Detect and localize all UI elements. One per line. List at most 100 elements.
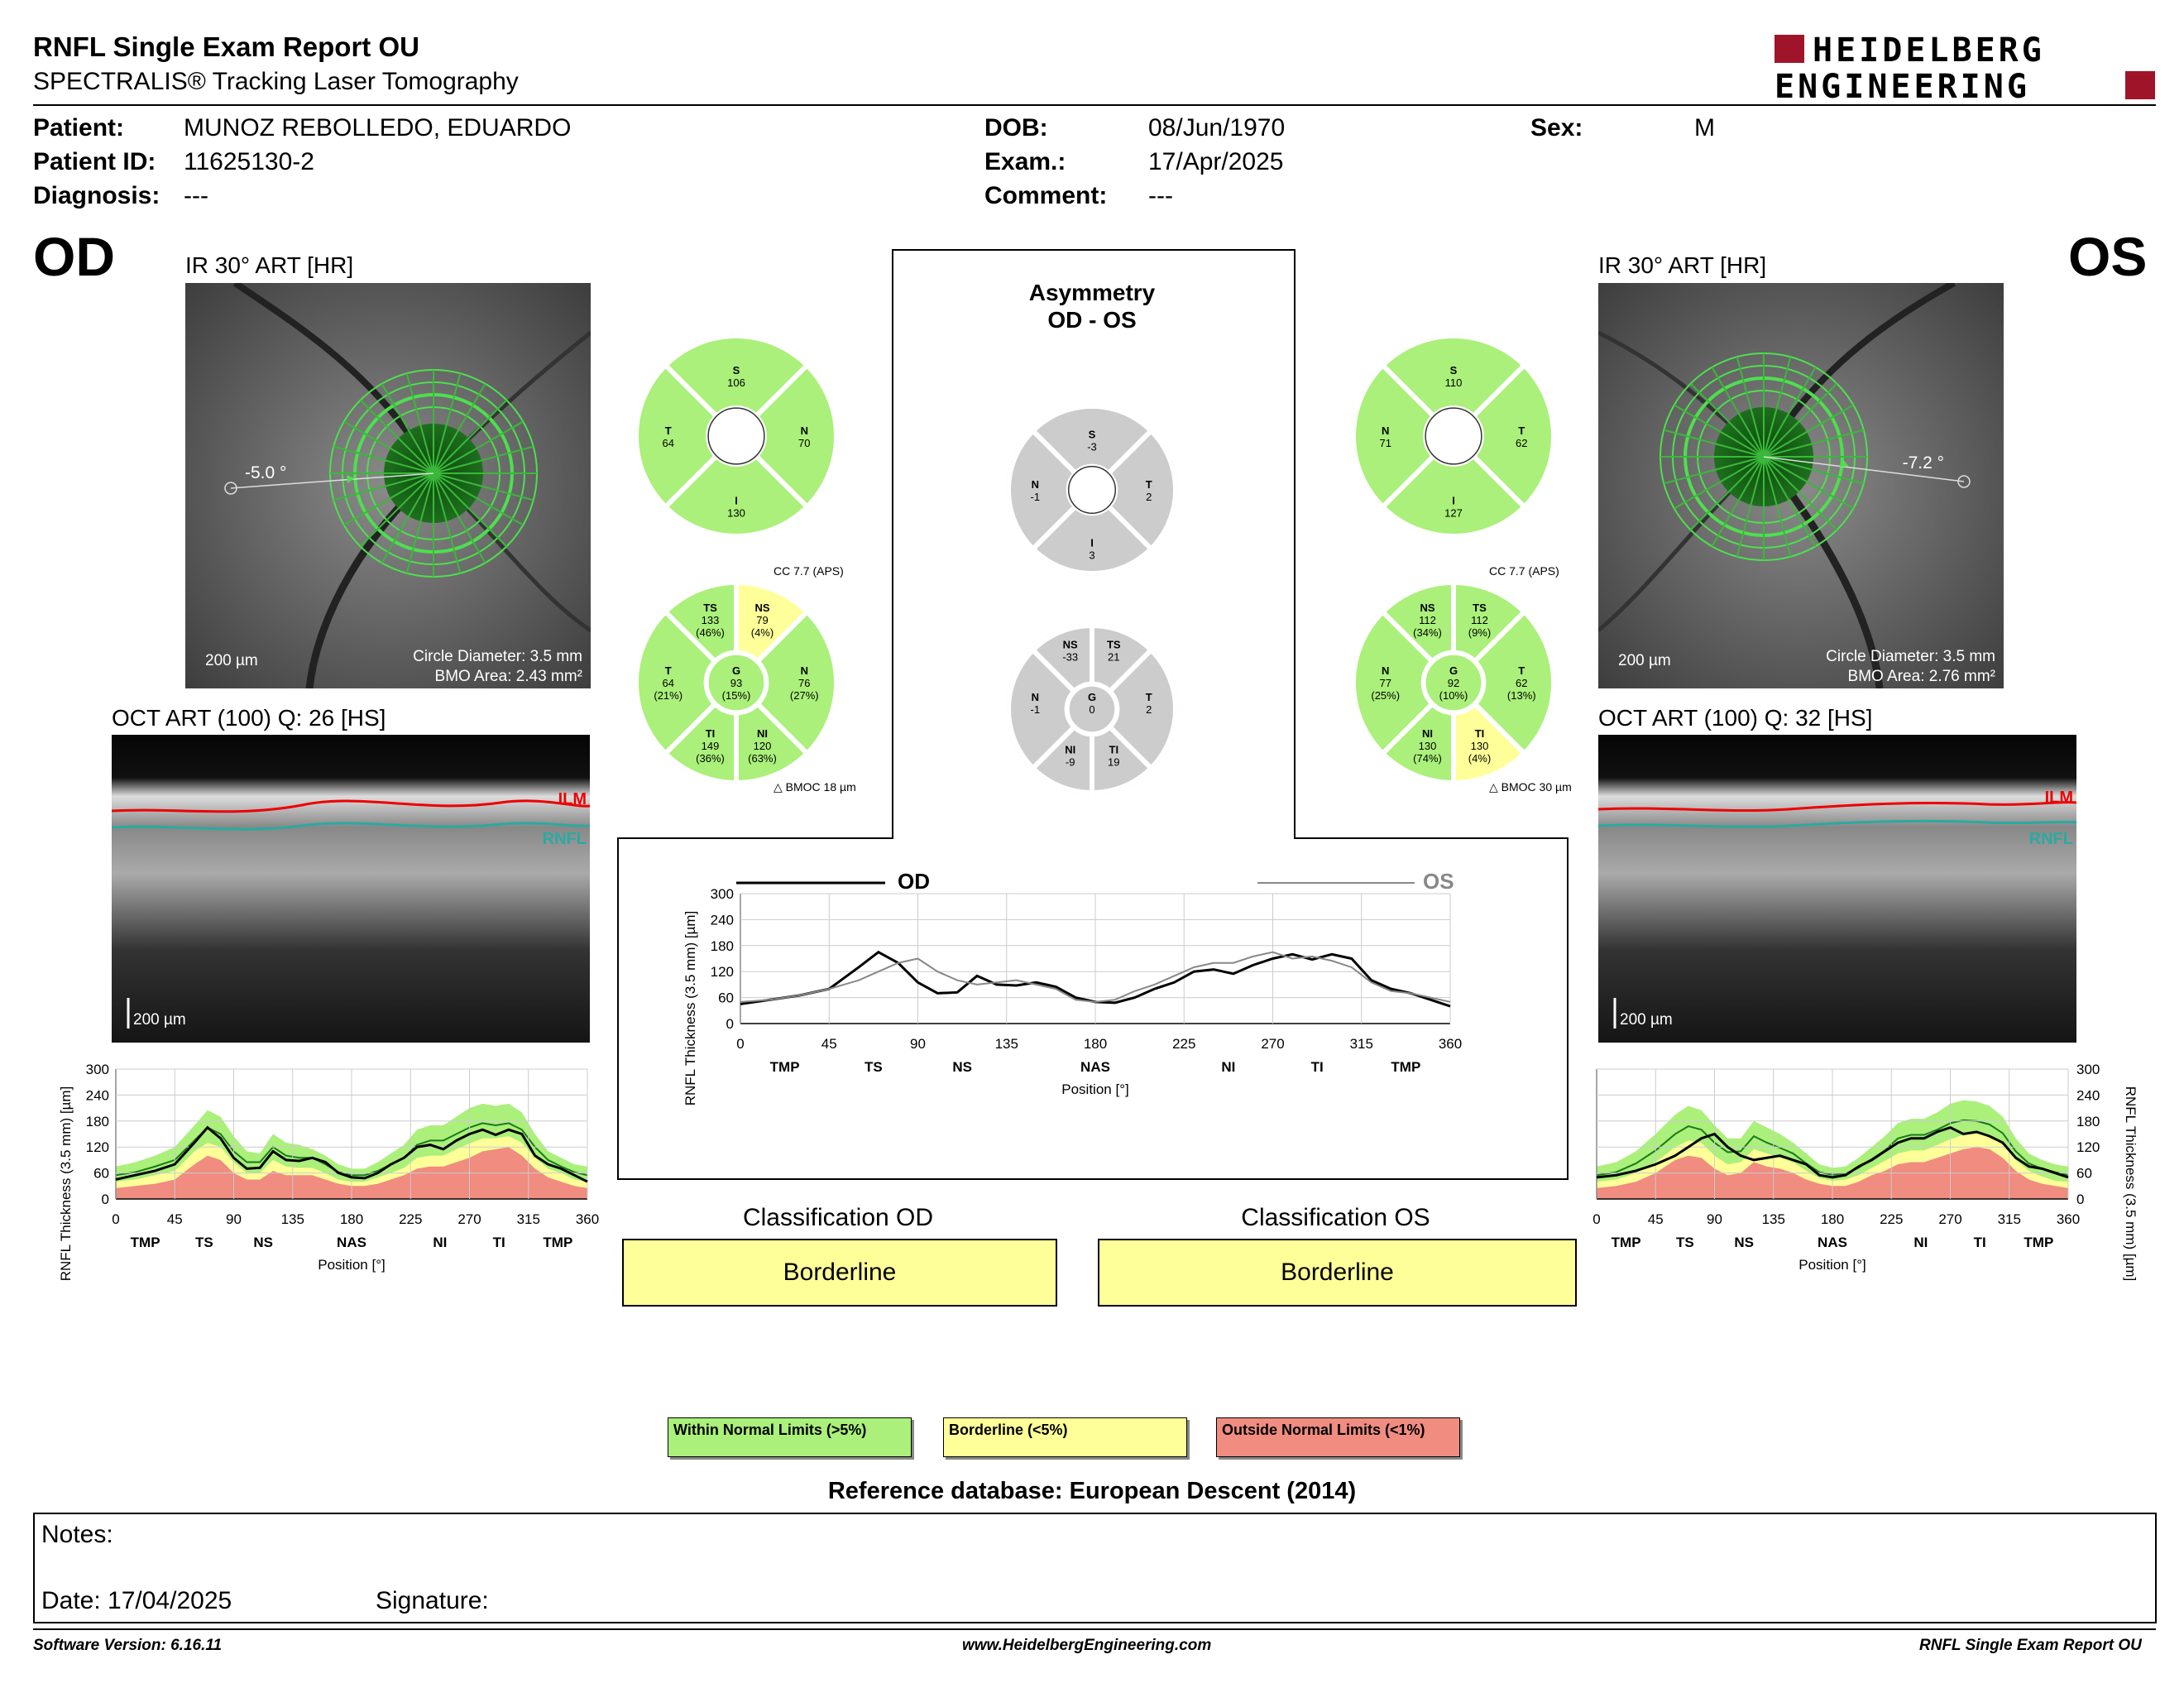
report-name: RNFL Single Exam Report OU xyxy=(1919,1637,2142,1654)
od-bmo-area: BMO Area: 2.43 mm² xyxy=(435,668,582,685)
pie-os-s-ns-line0: NS xyxy=(1420,602,1434,614)
os-classification-title: Classification OS xyxy=(1241,1204,1430,1231)
chart-od-sector-label-6: TMP xyxy=(543,1235,572,1250)
pie-od-s-ts-line1: 133 xyxy=(702,614,720,626)
pie-os-s-g-line2: (10%) xyxy=(1439,689,1468,702)
pie-os-s-ts-line2: (9%) xyxy=(1468,626,1491,639)
od-oct-title: OCT ART (100) Q: 26 [HS] xyxy=(112,705,386,731)
od-circle-diameter: Circle Diameter: 3.5 mm xyxy=(413,648,582,665)
dob-value: 08/Jun/1970 xyxy=(1148,114,1286,141)
pie-as-s-ni-line1: -9 xyxy=(1066,755,1075,768)
patient-id-label: Patient ID: xyxy=(33,148,156,175)
pie-os-s-ns-line2: (34%) xyxy=(1413,626,1442,639)
chart-os-sector-label-2: NS xyxy=(1734,1235,1754,1250)
os-classification-value: Borderline xyxy=(1281,1259,1394,1286)
pie-as-s-g-line0: G xyxy=(1088,691,1096,703)
os-ilm-label: ILM xyxy=(2045,789,2073,807)
pie-od-s-ts-line0: TS xyxy=(703,602,717,614)
os-rnfl-label: RNFL xyxy=(2029,830,2073,848)
sex-label: Sex: xyxy=(1530,114,1583,141)
pie-os-s-ts-line0: TS xyxy=(1473,602,1487,614)
chart-os-xlabel: Position [°] xyxy=(1798,1257,1866,1273)
chart-od-sector-label-2: NS xyxy=(253,1235,273,1250)
diagnosis-label: Diagnosis: xyxy=(33,182,160,209)
chart-os-xtick-0: 0 xyxy=(1592,1211,1600,1227)
pie-as-q-n-line1: -1 xyxy=(1031,491,1041,503)
pie-os-s-g-line1: 92 xyxy=(1448,677,1459,689)
os-oct-image: ILM RNFL 200 µm xyxy=(1598,735,2076,1043)
comment-label: Comment: xyxy=(984,182,1108,209)
chart-combined-ytick-300: 300 xyxy=(711,886,734,902)
pie-od-s-n-line2: (27%) xyxy=(790,689,819,702)
pie-od-q-i-line1: 130 xyxy=(727,506,745,519)
chart-os-ylabel: RNFL Thickness (3.5 mm) [µm] xyxy=(2123,1086,2138,1282)
pie-as-q-t-line1: 2 xyxy=(1146,491,1152,503)
chart-od-xtick-315: 315 xyxy=(517,1211,540,1227)
chart-od-sector-label-5: TI xyxy=(493,1235,505,1250)
od-bmoc-value: BMOC 18 µm xyxy=(785,780,856,794)
pie-os-s-ti-line1: 130 xyxy=(1471,740,1489,752)
chart-combined-xtick-180: 180 xyxy=(1084,1036,1107,1052)
pie-os-s-t-line0: T xyxy=(1518,664,1525,677)
pie-os-s-n-line1: 77 xyxy=(1379,677,1391,689)
chart-os-ytick-0: 0 xyxy=(2076,1192,2084,1207)
chart-os-xtick-225: 225 xyxy=(1880,1211,1903,1227)
chart-od-sector-label-0: TMP xyxy=(131,1235,160,1250)
pie-as-s-n-line1: -1 xyxy=(1031,703,1041,716)
chart-os-xtick-180: 180 xyxy=(1821,1211,1844,1227)
chart-od-sector-label-1: TS xyxy=(195,1235,213,1250)
report-title: RNFL Single Exam Report OU xyxy=(33,31,419,62)
chart-od-series-OD xyxy=(115,1125,588,1183)
os-bmo-area: BMO Area: 2.76 mm² xyxy=(1848,668,1995,685)
chart-os-xtick-135: 135 xyxy=(1762,1211,1785,1227)
dob-label: DOB: xyxy=(984,114,1048,141)
chart-os-xtick-360: 360 xyxy=(2057,1211,2080,1227)
chart-od-ytick-300: 300 xyxy=(86,1062,109,1077)
patient-label: Patient: xyxy=(33,114,125,141)
patient-id: 11625130-2 xyxy=(184,148,314,175)
patient-name: MUNOZ REBOLLEDO, EDUARDO xyxy=(184,114,572,141)
combined-thickness-chart: 0 60 120 180 240 300 0 45 90 135 180 225 270 315 360 TM… xyxy=(682,869,1462,1105)
chart-combined-ytick-240: 240 xyxy=(711,912,734,928)
pie-os-s-ti-line0: TI xyxy=(1475,727,1485,740)
pie-od-s-ns-line1: 79 xyxy=(756,614,768,626)
legend-borderline: Borderline (<5%) xyxy=(943,1417,1187,1457)
pie-od-s-g-line2: (15%) xyxy=(722,689,751,702)
pie-od-q-n-line1: 70 xyxy=(798,437,810,449)
pie-od-s-ni-line2: (63%) xyxy=(748,752,777,765)
chart-os-sector-label-0: TMP xyxy=(1612,1235,1641,1250)
pie-od-q-t-line1: 64 xyxy=(662,437,673,449)
notes-box[interactable]: Notes: Date: 17/04/2025 Signature: xyxy=(33,1513,2157,1623)
os-bmoc-label: △ BMOC 30 µm xyxy=(1489,780,1572,794)
os-classification-box: Borderline xyxy=(1098,1239,1577,1307)
chart-od-xtick-360: 360 xyxy=(576,1211,599,1227)
os-cc-label: CC 7.7 (APS) xyxy=(1489,564,1559,578)
chart-od-xtick-270: 270 xyxy=(457,1211,481,1227)
chart-od-xtick-135: 135 xyxy=(281,1211,304,1227)
od-oct-scale: 200 µm xyxy=(133,1011,186,1029)
chart-od-sector-label-4: NI xyxy=(433,1235,447,1250)
pie-as-q-s-line0: S xyxy=(1089,428,1096,440)
od-classification-value: Borderline xyxy=(783,1259,897,1286)
chart-combined-ytick-180: 180 xyxy=(711,938,734,954)
chart-os-sector-label-6: TMP xyxy=(2024,1235,2053,1250)
os-scale-label: 200 µm xyxy=(1618,652,1671,669)
chart-combined-series-OD xyxy=(740,950,1451,1008)
chart-combined-sector-label-3: NAS xyxy=(1080,1059,1110,1075)
center-panel-outline xyxy=(617,249,1569,1180)
chart-os-sector-label-3: NAS xyxy=(1818,1235,1847,1250)
pie-as-s-ni-line0: NI xyxy=(1065,743,1075,755)
os-bmoc-value: BMOC 30 µm xyxy=(1501,780,1572,794)
logo-line1: HEIDELBERG xyxy=(1813,31,2045,70)
chart-combined-xtick-90: 90 xyxy=(910,1036,926,1052)
od-scale-label: 200 µm xyxy=(205,652,258,669)
chart-os-ytick-300: 300 xyxy=(2076,1062,2100,1077)
pie-os-s-ts-line1: 112 xyxy=(1471,614,1488,626)
chart-os-sector-label-4: NI xyxy=(1913,1235,1928,1250)
chart-od-xtick-225: 225 xyxy=(399,1211,422,1227)
pie-os-s-ni-line2: (74%) xyxy=(1413,752,1442,765)
chart-combined-xtick-270: 270 xyxy=(1261,1036,1284,1052)
pie-os-q-s-line0: S xyxy=(1450,364,1458,376)
